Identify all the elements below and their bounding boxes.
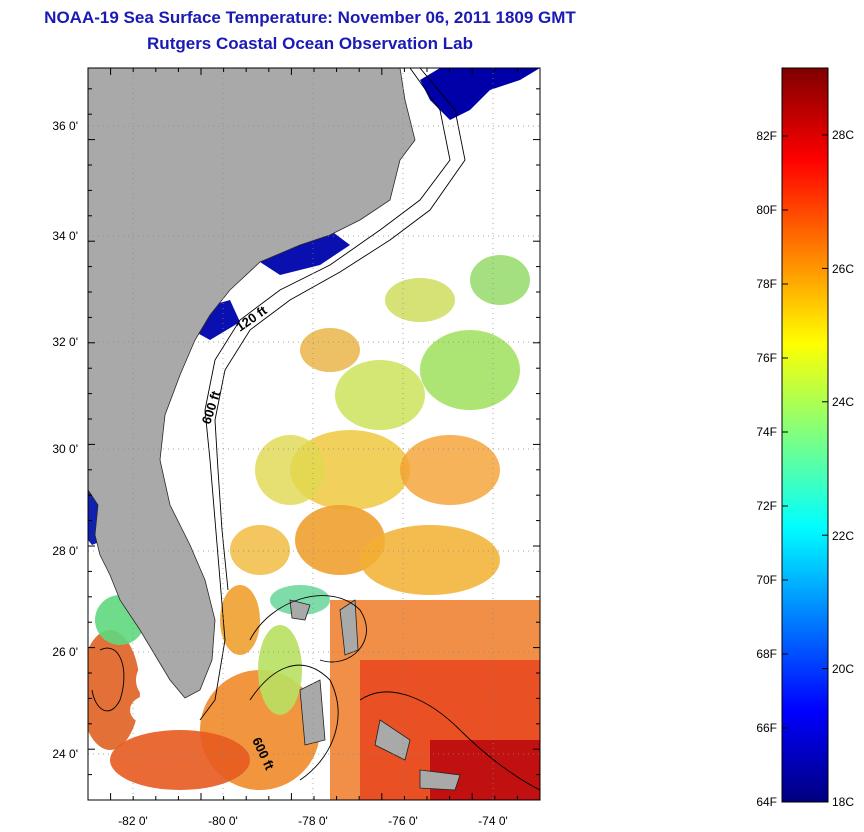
- y-tick-labels: 24 0' 26 0' 28 0' 30 0' 32 0' 34 0' 36 0…: [52, 119, 78, 761]
- f-label: 82F: [756, 129, 777, 143]
- islands: [289, 599, 461, 791]
- c-label: 24C: [832, 395, 854, 409]
- f-label: 66F: [756, 721, 777, 735]
- y-tick-label: 26 0': [52, 645, 78, 659]
- y-tick-label: 34 0': [52, 229, 78, 243]
- x-tick-label: -74 0': [478, 814, 508, 828]
- map-title: NOAA-19 Sea Surface Temperature: Novembe…: [44, 8, 576, 27]
- x-tick-label: -76 0': [388, 814, 418, 828]
- f-label: 70F: [756, 573, 777, 587]
- c-label: 26C: [832, 262, 854, 276]
- fahrenheit-labels: 82F 80F 78F 76F 74F 72F 70F 68F 66F 64F: [756, 129, 777, 809]
- f-label: 72F: [756, 499, 777, 513]
- c-label: 28C: [832, 128, 854, 142]
- map-area: 120 ft 600 ft 600 ft: [88, 68, 540, 800]
- c-label: 18C: [832, 795, 854, 809]
- map-grid: [88, 68, 540, 800]
- f-label: 80F: [756, 203, 777, 217]
- colorbar-ticks: [782, 134, 828, 803]
- sst-patches: [88, 255, 540, 800]
- y-tick-label: 36 0': [52, 119, 78, 133]
- celsius-labels: 28C 26C 24C 22C 20C 18C: [832, 128, 854, 809]
- y-tick-label: 24 0': [52, 747, 78, 761]
- colorbar-gradient: [781, 67, 829, 803]
- isobath-contours: [91, 68, 540, 791]
- colorbar: 82F 80F 78F 76F 74F 72F 70F 68F 66F 64F …: [756, 67, 854, 809]
- f-label: 64F: [756, 795, 777, 809]
- land-mass: [88, 68, 416, 699]
- x-tick-labels: -82 0' -80 0' -78 0' -76 0' -74 0': [118, 814, 508, 828]
- y-tick-label: 28 0': [52, 544, 78, 558]
- axis-ticks: [87, 68, 541, 801]
- c-label: 22C: [832, 529, 854, 543]
- y-tick-label: 30 0': [52, 442, 78, 456]
- f-label: 74F: [756, 425, 777, 439]
- map-subtitle: Rutgers Coastal Ocean Observation Lab: [147, 34, 473, 53]
- f-label: 76F: [756, 351, 777, 365]
- c-label: 20C: [832, 662, 854, 676]
- f-label: 68F: [756, 647, 777, 661]
- y-tick-label: 32 0': [52, 335, 78, 349]
- x-tick-label: -82 0': [118, 814, 148, 828]
- f-label: 78F: [756, 277, 777, 291]
- x-tick-label: -80 0': [208, 814, 238, 828]
- x-tick-label: -78 0': [298, 814, 328, 828]
